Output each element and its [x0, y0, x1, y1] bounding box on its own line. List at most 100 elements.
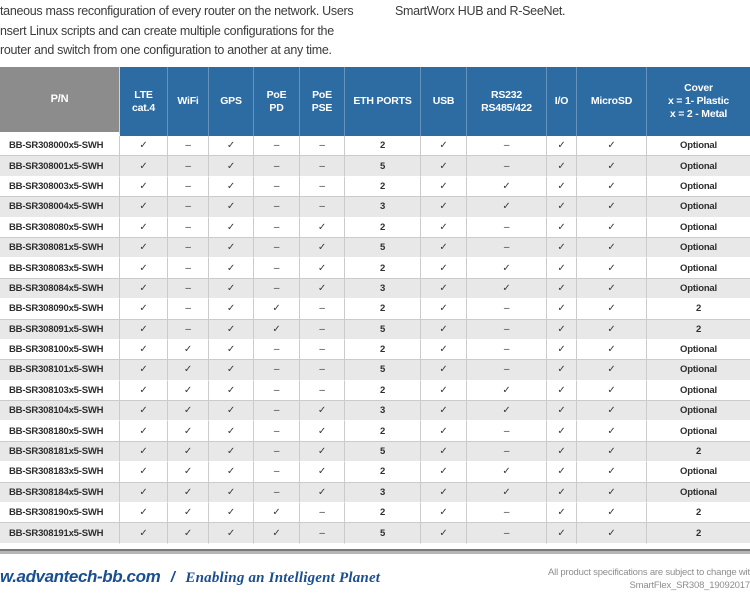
product-table: P/N LTE cat.4 WiFi GPS PoE PD PoE PSE ETH PORTS US…: [0, 67, 750, 544]
table-row: BB-SR308084x5-SWH ✓ – ✓ – ✓ 3 ✓ ✓ ✓ ✓ Optional: [0, 278, 750, 300]
cell-pn: BB-SR308190x5-SWH: [0, 503, 120, 524]
cell-gps-check-icon: ✓: [209, 319, 254, 340]
cell-usb-check-icon: ✓: [421, 156, 467, 177]
cell-cover: Optional: [647, 197, 750, 218]
cell-poe-pse-dash: –: [300, 176, 345, 198]
cell-usb-check-icon: ✓: [421, 523, 467, 544]
cell-poe-pse-dash: –: [300, 319, 345, 340]
cell-gps-check-icon: ✓: [209, 156, 254, 177]
cell-lte-check-icon: ✓: [120, 482, 168, 504]
cell-io-check-icon: ✓: [547, 360, 577, 381]
cell-poe-pd-dash: –: [254, 136, 300, 157]
cell-pn: BB-SR308000x5-SWH: [0, 136, 120, 157]
cell-pn: BB-SR308004x5-SWH: [0, 197, 120, 218]
footer-note-line1: All product specifications are subject t…: [548, 567, 750, 578]
cell-rs232-check-icon: ✓: [467, 176, 547, 198]
cell-wifi-dash: –: [168, 237, 209, 259]
cell-usb-check-icon: ✓: [421, 319, 467, 340]
table-row: BB-SR308100x5-SWH ✓ ✓ ✓ – –2 ✓ – ✓ ✓ Optional: [0, 339, 750, 361]
cell-poe-pse-check-icon: ✓: [300, 237, 345, 259]
cell-cover: Optional: [647, 237, 750, 259]
cell-eth-ports: 5: [345, 441, 421, 463]
cell-poe-pd-check-icon: ✓: [254, 503, 300, 524]
cell-pn: BB-SR308184x5-SWH: [0, 482, 120, 504]
cell-io-check-icon: ✓: [547, 462, 577, 483]
cell-io-check-icon: ✓: [547, 319, 577, 340]
cell-rs232-check-icon: ✓: [467, 482, 547, 504]
cell-rs232-check-icon: ✓: [467, 462, 547, 483]
table-header-row: P/N LTE cat.4 WiFi GPS PoE PD PoE PSE ETH PORTS US…: [0, 67, 750, 136]
cell-cover: 2: [647, 523, 750, 544]
cell-usb-check-icon: ✓: [421, 421, 467, 442]
cell-poe-pse-dash: –: [300, 156, 345, 177]
cell-rs232-dash: –: [467, 237, 547, 259]
cell-poe-pse-check-icon: ✓: [300, 462, 345, 483]
cell-poe-pse-dash: –: [300, 523, 345, 544]
cell-wifi-dash: –: [168, 176, 209, 198]
cell-wifi-dash: –: [168, 319, 209, 340]
cell-gps-check-icon: ✓: [209, 237, 254, 259]
cell-usb-check-icon: ✓: [421, 401, 467, 422]
cell-gps-check-icon: ✓: [209, 462, 254, 483]
cell-cover: Optional: [647, 360, 750, 381]
footer-note-line2: SmartFlex_SR308_19092017d: [629, 580, 750, 591]
intro-line: router and switch from one configuration…: [0, 43, 332, 57]
cell-cover: 2: [647, 299, 750, 320]
table-row: BB-SR308091x5-SWH ✓ – ✓ ✓ –5 ✓ – ✓ ✓ 2: [0, 319, 750, 340]
cell-gps-check-icon: ✓: [209, 339, 254, 361]
cell-lte-check-icon: ✓: [120, 299, 168, 320]
cell-gps-check-icon: ✓: [209, 503, 254, 524]
cell-rs232-dash: –: [467, 523, 547, 544]
cell-gps-check-icon: ✓: [209, 401, 254, 422]
header-cell-gps: GPS: [209, 67, 254, 136]
cell-rs232-dash: –: [467, 299, 547, 320]
cell-microsd-check-icon: ✓: [577, 503, 647, 524]
cell-poe-pse-dash: –: [300, 360, 345, 381]
cell-microsd-check-icon: ✓: [577, 217, 647, 238]
cell-microsd-check-icon: ✓: [577, 278, 647, 300]
cell-gps-check-icon: ✓: [209, 217, 254, 238]
cell-cover: Optional: [647, 482, 750, 504]
cell-microsd-check-icon: ✓: [577, 258, 647, 279]
cell-eth-ports: 2: [345, 217, 421, 238]
intro-paragraph: taneous mass reconfiguration of every ro…: [0, 2, 385, 61]
cell-lte-check-icon: ✓: [120, 319, 168, 340]
cell-pn: BB-SR308181x5-SWH: [0, 441, 120, 463]
footer-tagline: Enabling an Intelligent Planet: [185, 570, 381, 586]
cell-cover: 2: [647, 441, 750, 463]
cell-cover: Optional: [647, 136, 750, 157]
cell-gps-check-icon: ✓: [209, 278, 254, 300]
cell-poe-pse-dash: –: [300, 197, 345, 218]
header-cell-wifi: WiFi: [168, 67, 209, 136]
cell-poe-pd-dash: –: [254, 176, 300, 198]
cell-usb-check-icon: ✓: [421, 503, 467, 524]
cell-poe-pd-dash: –: [254, 156, 300, 177]
cell-eth-ports: 2: [345, 503, 421, 524]
cell-cover: Optional: [647, 156, 750, 177]
cell-eth-ports: 3: [345, 278, 421, 300]
cell-usb-check-icon: ✓: [421, 299, 467, 320]
cell-io-check-icon: ✓: [547, 136, 577, 157]
cell-gps-check-icon: ✓: [209, 441, 254, 463]
cell-poe-pse-check-icon: ✓: [300, 401, 345, 422]
cell-eth-ports: 2: [345, 339, 421, 361]
cell-gps-check-icon: ✓: [209, 176, 254, 198]
header-cell-usb: USB: [421, 67, 467, 136]
cell-microsd-check-icon: ✓: [577, 380, 647, 402]
cell-io-check-icon: ✓: [547, 237, 577, 259]
cell-cover: 2: [647, 319, 750, 340]
cell-usb-check-icon: ✓: [421, 462, 467, 483]
intro-right-text: SmartWorx HUB and R-SeeNet.: [395, 4, 566, 18]
cell-eth-ports: 3: [345, 482, 421, 504]
cell-gps-check-icon: ✓: [209, 197, 254, 218]
cell-wifi-check-icon: ✓: [168, 503, 209, 524]
cell-gps-check-icon: ✓: [209, 299, 254, 320]
cell-cover: Optional: [647, 278, 750, 300]
cell-pn: BB-SR308003x5-SWH: [0, 176, 120, 198]
cell-eth-ports: 2: [345, 421, 421, 442]
cell-poe-pd-dash: –: [254, 197, 300, 218]
cell-usb-check-icon: ✓: [421, 441, 467, 463]
cell-pn: BB-SR308183x5-SWH: [0, 462, 120, 483]
footer-separator: /: [170, 569, 175, 586]
table-row: BB-SR308081x5-SWH ✓ – ✓ – ✓ 5 ✓ – ✓ ✓ Optional: [0, 237, 750, 259]
